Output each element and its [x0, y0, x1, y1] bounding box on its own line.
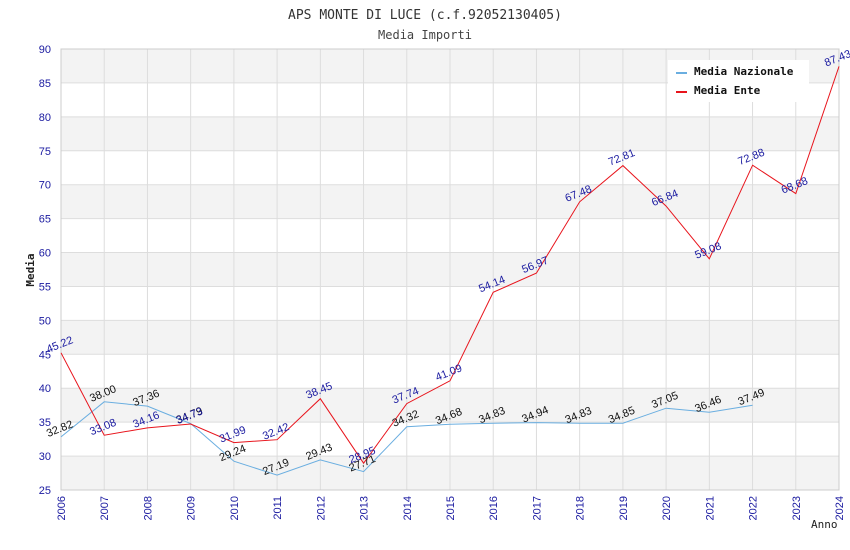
data-label: 41.09 — [434, 362, 464, 383]
y-axis-label: Media — [24, 253, 37, 286]
y-axis-ticks: 25 30 35 40 45 50 55 60 65 70 75 80 85 90 — [39, 44, 51, 497]
x-tick-label: 2024 — [834, 496, 846, 520]
legend-box — [668, 60, 809, 102]
x-tick-label: 2008 — [142, 496, 154, 520]
y-tick-label: 25 — [39, 485, 51, 497]
x-axis-label: Anno — [811, 518, 838, 531]
series-line-0 — [60, 401, 753, 476]
x-tick-label: 2014 — [402, 496, 414, 520]
y-tick-label: 60 — [39, 248, 51, 260]
y-tick-label: 35 — [39, 417, 51, 429]
y-tick-label: 50 — [39, 315, 51, 327]
y-tick-label: 80 — [39, 112, 51, 124]
chart-title: APS MONTE DI LUCE (c.f.92052130405) — [288, 8, 562, 23]
x-tick-label: 2020 — [661, 496, 673, 520]
x-tick-label: 2011 — [272, 496, 284, 520]
y-tick-label: 75 — [39, 146, 51, 158]
series-lines — [60, 66, 840, 476]
y-tick-label: 30 — [39, 451, 51, 463]
y-tick-label: 70 — [39, 180, 51, 192]
y-tick-label: 65 — [39, 214, 51, 226]
x-tick-label: 2018 — [575, 496, 587, 520]
x-tick-label: 2012 — [315, 496, 327, 520]
x-tick-label: 2017 — [531, 496, 543, 520]
y-tick-label: 45 — [39, 349, 51, 361]
chart-subtitle: Media Importi — [378, 28, 472, 42]
x-tick-label: 2007 — [99, 496, 111, 520]
x-tick-label: 2009 — [186, 496, 198, 520]
legend: Media Nazionale Media Ente — [668, 60, 809, 102]
x-tick-label: 2015 — [445, 496, 457, 520]
x-tick-label: 2016 — [488, 496, 500, 520]
y-tick-label: 55 — [39, 281, 51, 293]
y-tick-label: 40 — [39, 383, 51, 395]
plot-frame — [60, 48, 840, 491]
grid-lines — [60, 48, 840, 491]
x-tick-label: 2022 — [748, 496, 760, 520]
y-tick-label: 85 — [39, 78, 51, 90]
y-tick-label: 90 — [39, 44, 51, 56]
x-tick-label: 2006 — [56, 496, 68, 520]
legend-label-nazionale: Media Nazionale — [694, 65, 794, 78]
x-tick-label: 2013 — [359, 496, 371, 520]
x-tick-label: 2010 — [229, 496, 241, 520]
series-line-1 — [60, 66, 840, 465]
x-tick-label: 2023 — [791, 496, 803, 520]
x-tick-label: 2021 — [704, 496, 716, 520]
x-tick-label: 2019 — [618, 496, 630, 520]
x-axis-ticks: 2006 2007 2008 2009 2010 2011 2012 2013 2014 2015… — [56, 496, 846, 520]
legend-label-ente: Media Ente — [694, 84, 761, 97]
